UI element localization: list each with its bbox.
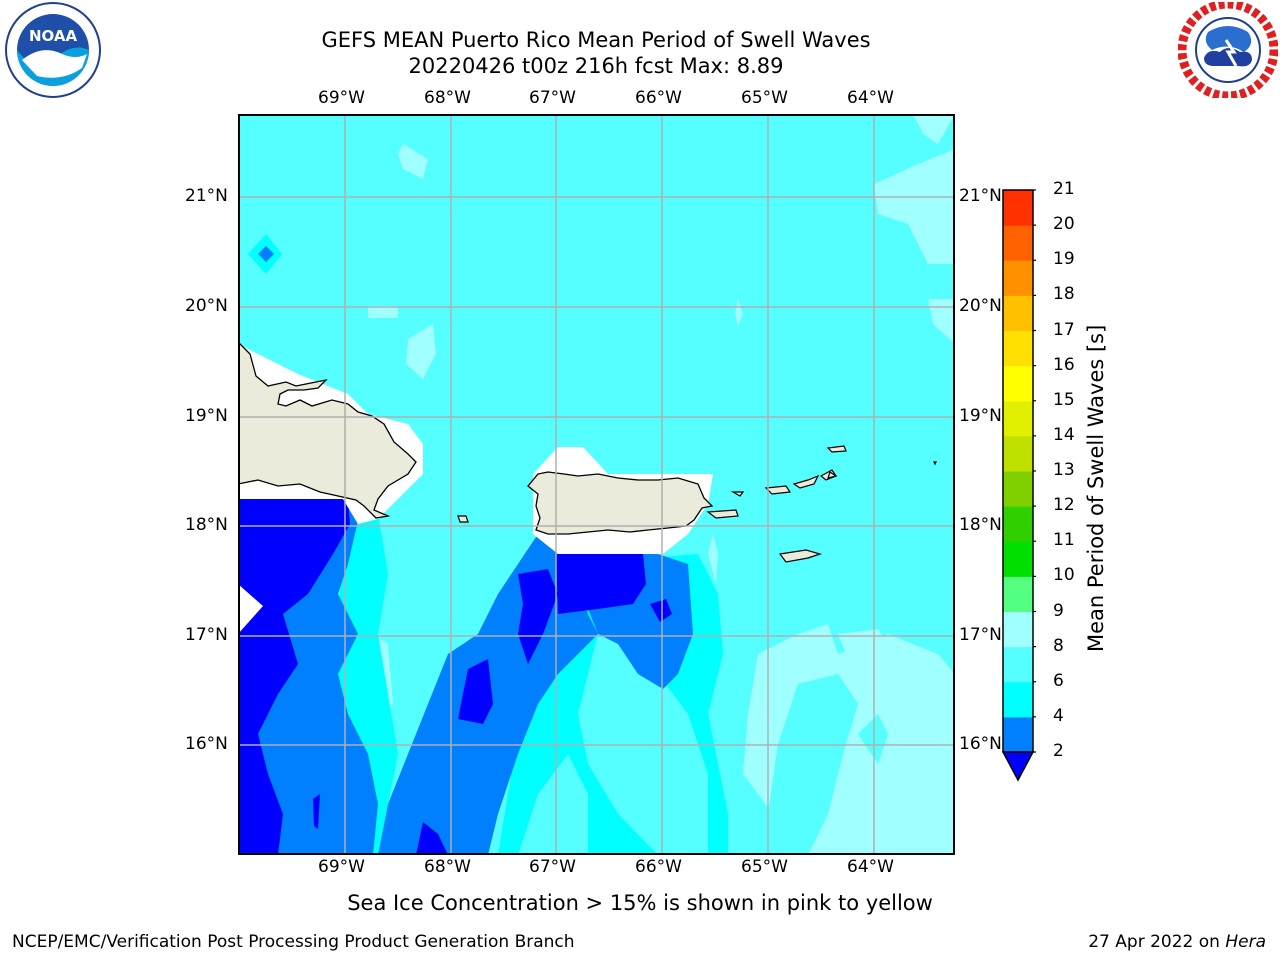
lon-label-top: 64°W [847,88,894,108]
colorbar-segment [1003,541,1033,577]
run-date-text: 27 Apr 2022 on [1088,932,1220,952]
colorbar-segment [1003,330,1033,367]
colorbar-tick-label: 4 [1053,705,1064,726]
run-host: Hera [1225,932,1266,952]
lat-label-right: 19°N [959,406,1002,426]
lat-label-left: 20°N [185,296,228,316]
lat-label-right: 21°N [959,186,1002,206]
lat-label-right: 17°N [959,625,1002,645]
lat-label-left: 18°N [185,515,228,535]
colorbar-segment [1003,365,1033,402]
lat-label-right: 18°N [959,515,1002,535]
noaa-logo-text: NOAA [29,27,78,45]
lat-label-right: 16°N [959,734,1002,754]
colorbar-tick-label: 2 [1053,741,1064,761]
lon-label-bottom: 69°W [318,857,365,877]
colorbar-segment [1003,190,1033,226]
noaa-logo-icon: NOAA [5,2,101,98]
colorbar-segment [1003,471,1033,507]
lat-label-left: 19°N [185,406,228,426]
colorbar-segment [1003,225,1033,261]
map-grid [238,114,955,855]
colorbar-tick-label: 19 [1053,249,1075,270]
run-date: 27 Apr 2022 on Hera [1088,932,1266,952]
lon-label-top: 69°W [318,88,365,108]
colorbar-tick-label: 21 [1053,179,1075,199]
virgin-islands [457,445,937,563]
colorbar-segment [1003,435,1033,472]
colorbar-tick-label: 13 [1053,460,1075,480]
colorbar-tick-label: 20 [1053,214,1075,235]
map-subtitle: 20220426 t00z 216h fcst Max: 8.89 [408,54,784,78]
colorbar-tick-label: 16 [1053,354,1075,375]
lat-label-left: 16°N [185,734,228,754]
map-frame [238,114,955,855]
colorbar-tick-label: 17 [1053,319,1075,340]
lon-label-bottom: 64°W [847,857,894,877]
lat-label-left: 21°N [185,186,228,206]
colorbar [1001,189,1036,782]
lat-label-right: 20°N [959,296,1002,316]
colorbar-segment [1003,646,1033,683]
sea-ice-note-text: Sea Ice Concentration > 15% is shown in … [347,891,933,915]
lon-label-top: 67°W [529,88,576,108]
map-title: GEFS MEAN Puerto Rico Mean Period of Swe… [321,28,871,52]
colorbar-tick-label: 18 [1053,284,1075,305]
lon-label-top: 68°W [424,88,471,108]
colorbar-tick-label: 8 [1053,635,1064,656]
map-plot [238,114,955,855]
lon-label-top: 65°W [741,88,788,108]
colorbar-tick-label: 9 [1053,600,1064,621]
colorbar-tick-label: 15 [1053,389,1075,410]
swell-band-0-2 [238,244,672,855]
colorbar-tick-label: 14 [1053,424,1075,445]
colorbar-segment [1003,576,1033,612]
lon-label-top: 66°W [635,88,682,108]
colorbar-tick-label: 6 [1053,670,1064,691]
sea-ice-note: Sea Ice Concentration > 15% is shown in … [0,891,1280,915]
lon-label-bottom: 65°W [741,857,788,877]
nws-logo-icon [1178,2,1278,98]
colorbar-tick-label: 10 [1053,565,1075,586]
colorbar-segment [1003,400,1033,437]
colorbar-segment [1003,260,1033,296]
colorbar-tick-label: 12 [1053,495,1075,516]
colorbar-label: Mean Period of Swell Waves [s] [1084,324,1108,652]
colorbar-segment [1003,295,1033,331]
colorbar-segment [1003,506,1033,542]
colorbar-tick-label: 11 [1053,530,1075,551]
lon-label-bottom: 68°W [424,857,471,877]
lat-label-left: 17°N [185,625,228,645]
lon-label-bottom: 66°W [635,857,682,877]
colorbar-segment [1003,716,1033,753]
land-hispaniola [238,341,417,519]
lon-label-bottom: 67°W [529,857,576,877]
land-puerto-rico [527,471,714,535]
colorbar-extend-triangle [1001,751,1035,782]
colorbar-segment [1003,611,1033,648]
credit-text: NCEP/EMC/Verification Post Processing Pr… [12,932,575,952]
colorbar-segment [1003,681,1033,718]
